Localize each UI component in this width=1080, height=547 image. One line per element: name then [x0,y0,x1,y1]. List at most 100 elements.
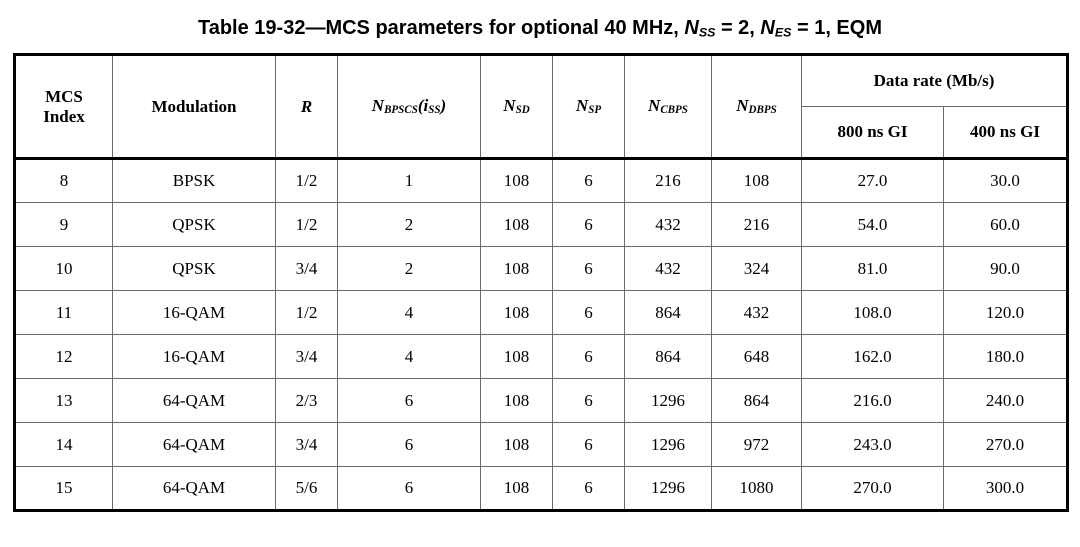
cell-mcs-index: 8 [14,158,113,203]
table-body: 8 BPSK 1/2 1 108 6 216 108 27.0 30.0 9 Q… [14,158,1069,511]
cell-rate-400: 60.0 [942,202,1069,247]
cell-n-bpscs: 4 [337,290,481,335]
mcs-parameters-table: MCS Index Modulation R NBPSCS(iSS) NSD N… [13,53,1070,512]
cell-n-cbps: 216 [624,158,712,203]
cell-r: 1/2 [275,290,338,335]
header-400ns-gi: 400 ns GI [942,106,1069,160]
cell-rate-400: 30.0 [942,158,1069,203]
cell-mcs-index: 14 [14,422,113,467]
cell-mcs-index: 13 [14,378,113,423]
cell-r: 1/2 [275,158,338,203]
cell-modulation: 64-QAM [112,378,276,423]
cell-r: 1/2 [275,202,338,247]
cell-n-cbps: 432 [624,246,712,291]
cell-mcs-index: 11 [14,290,113,335]
cell-n-sd: 108 [480,378,553,423]
cell-n-sd: 108 [480,246,553,291]
cell-modulation: 16-QAM [112,290,276,335]
table-row-mcs10: 10 QPSK 3/4 2 108 6 432 324 81.0 90.0 [14,246,1069,291]
cell-n-cbps: 1296 [624,466,712,511]
cell-n-bpscs: 2 [337,202,481,247]
cell-r: 5/6 [275,466,338,511]
cell-rate-400: 90.0 [942,246,1069,291]
cell-modulation: BPSK [112,158,276,203]
cell-rate-400: 240.0 [942,378,1069,423]
cell-n-bpscs: 6 [337,422,481,467]
table-row-mcs11: 11 16-QAM 1/2 4 108 6 864 432 108.0 120.… [14,290,1069,335]
cell-r: 2/3 [275,378,338,423]
cell-n-dbps: 648 [711,334,802,379]
cell-n-bpscs: 1 [337,158,481,203]
table-row-mcs13: 13 64-QAM 2/3 6 108 6 1296 864 216.0 240… [14,378,1069,423]
cell-n-bpscs: 2 [337,246,481,291]
cell-n-dbps: 972 [711,422,802,467]
cell-rate-800: 54.0 [801,202,944,247]
cell-r: 3/4 [275,246,338,291]
cell-n-sp: 6 [552,378,625,423]
cell-modulation: 64-QAM [112,466,276,511]
cell-r: 3/4 [275,422,338,467]
header-data-rate: Data rate (Mb/s) [800,54,1069,107]
table-row-mcs12: 12 16-QAM 3/4 4 108 6 864 648 162.0 180.… [14,334,1069,379]
header-modulation: Modulation [112,54,276,160]
cell-n-sd: 108 [480,466,553,511]
cell-n-bpscs: 6 [337,466,481,511]
cell-n-sp: 6 [552,466,625,511]
table-row-mcs14: 14 64-QAM 3/4 6 108 6 1296 972 243.0 270… [14,422,1069,467]
header-n-bpscs: NBPSCS(iSS) [337,54,481,160]
cell-n-sd: 108 [480,290,553,335]
header-row-top: MCS Index Modulation R NBPSCS(iSS) NSD N… [14,54,1069,160]
cell-n-dbps: 864 [711,378,802,423]
cell-n-dbps: 108 [711,158,802,203]
cell-modulation: 16-QAM [112,334,276,379]
cell-n-sp: 6 [552,246,625,291]
cell-rate-800: 108.0 [801,290,944,335]
header-r: R [275,54,338,160]
cell-n-cbps: 432 [624,202,712,247]
cell-n-sp: 6 [552,334,625,379]
cell-r: 3/4 [275,334,338,379]
cell-n-sd: 108 [480,202,553,247]
cell-rate-800: 81.0 [801,246,944,291]
cell-n-sp: 6 [552,290,625,335]
table-row-mcs9: 9 QPSK 1/2 2 108 6 432 216 54.0 60.0 [14,202,1069,247]
cell-n-cbps: 1296 [624,378,712,423]
cell-n-sd: 108 [480,422,553,467]
header-800ns-gi: 800 ns GI [801,106,944,160]
cell-n-sd: 108 [480,158,553,203]
table-row-mcs8: 8 BPSK 1/2 1 108 6 216 108 27.0 30.0 [14,158,1069,203]
cell-mcs-index: 10 [14,246,113,291]
cell-n-dbps: 1080 [711,466,802,511]
header-row-sub: 800 ns GI 400 ns GI [15,106,1069,160]
cell-rate-400: 270.0 [942,422,1069,467]
cell-n-sd: 108 [480,334,553,379]
cell-modulation: 64-QAM [112,422,276,467]
header-mcs-index: MCS Index [14,54,113,160]
table-caption: Table 19-32—MCS parameters for optional … [197,17,882,40]
cell-n-cbps: 864 [624,290,712,335]
cell-n-cbps: 864 [624,334,712,379]
cell-mcs-index: 15 [14,466,113,511]
cell-rate-400: 120.0 [942,290,1069,335]
cell-rate-800: 216.0 [801,378,944,423]
cell-n-dbps: 324 [711,246,802,291]
header-n-sp: NSP [552,54,625,160]
cell-n-bpscs: 4 [337,334,481,379]
cell-n-dbps: 216 [711,202,802,247]
cell-rate-400: 180.0 [942,334,1069,379]
header-n-sd: NSD [480,54,553,160]
cell-n-sp: 6 [552,158,625,203]
cell-n-cbps: 1296 [624,422,712,467]
cell-modulation: QPSK [112,246,276,291]
cell-mcs-index: 12 [14,334,113,379]
cell-rate-400: 300.0 [942,466,1069,511]
cell-rate-800: 27.0 [801,158,944,203]
cell-rate-800: 270.0 [801,466,944,511]
table-header: MCS Index Modulation R NBPSCS(iSS) NSD N… [14,54,1069,160]
cell-n-dbps: 432 [711,290,802,335]
cell-rate-800: 162.0 [801,334,944,379]
cell-n-sp: 6 [552,202,625,247]
cell-rate-800: 243.0 [801,422,944,467]
header-n-cbps: NCBPS [624,54,712,160]
